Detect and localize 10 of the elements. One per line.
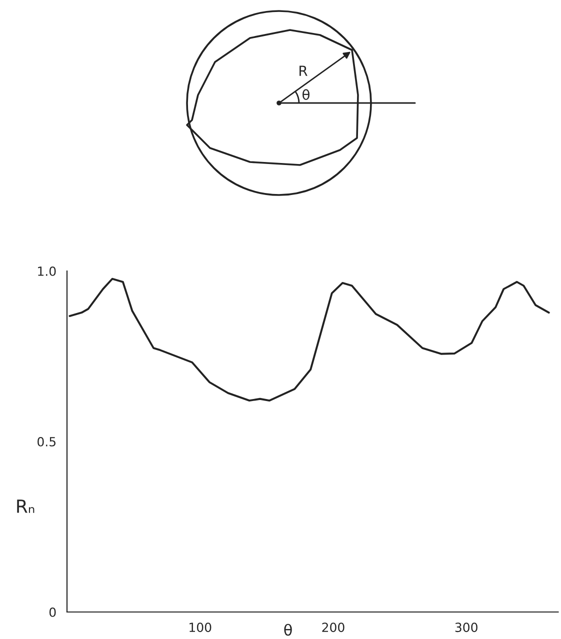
text: θ: [302, 89, 310, 100]
x-tick-label: 300: [455, 622, 478, 632]
y-tick-label: 1.0: [38, 266, 56, 276]
text: R: [300, 66, 308, 76]
x-tick-label: 200: [322, 622, 344, 632]
x-axis-title: θ: [284, 624, 292, 636]
y-tick-label: 0: [49, 607, 56, 617]
y-axis-title: Rₙ: [17, 500, 34, 513]
x-tick-label: 100: [190, 622, 212, 632]
y-tick-label: 0.5: [38, 436, 56, 446]
